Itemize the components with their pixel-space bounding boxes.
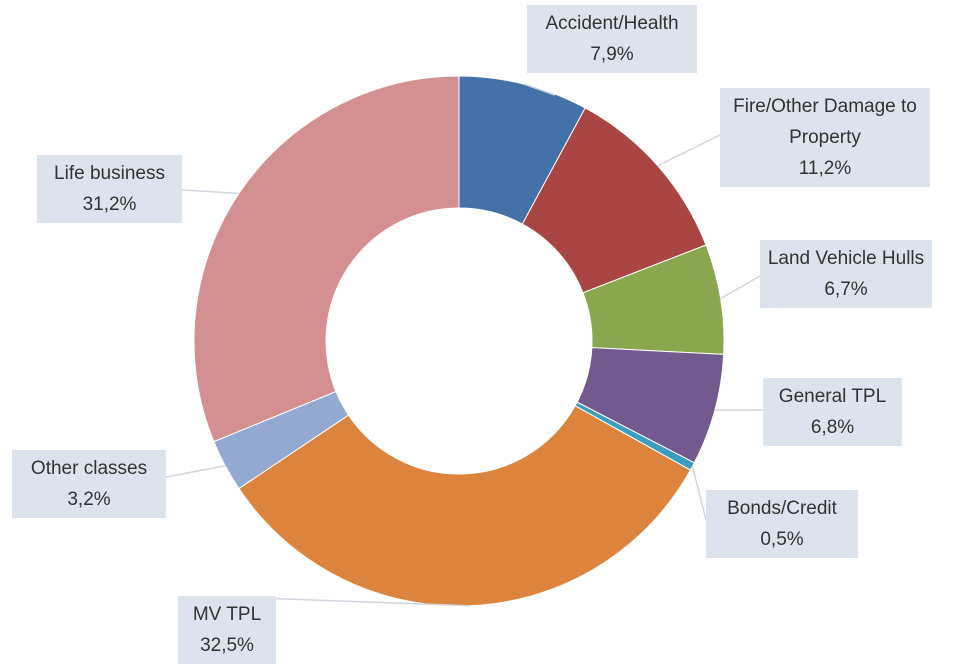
value-label: 31,2%	[43, 189, 176, 220]
leader-line	[658, 135, 720, 166]
category-label: Accident/Health	[533, 8, 691, 39]
category-label: General TPL	[769, 381, 896, 412]
category-label: MV TPL	[184, 599, 270, 630]
value-label: 7,9%	[533, 39, 691, 70]
value-label: 32,5%	[184, 630, 270, 661]
leader-line	[721, 276, 760, 299]
value-label: 11,2%	[726, 153, 924, 184]
leader-line	[166, 466, 225, 477]
value-label: 6,8%	[769, 412, 896, 443]
value-label: 0,5%	[712, 524, 852, 555]
category-label: Land Vehicle Hulls	[766, 243, 926, 274]
leader-line	[182, 190, 239, 193]
value-label: 3,2%	[18, 484, 160, 515]
category-label: Life business	[43, 158, 176, 189]
value-label: 6,7%	[766, 274, 926, 305]
donut-slice	[194, 76, 459, 442]
category-label: Other classes	[18, 453, 160, 484]
leader-line	[692, 466, 706, 520]
category-label: Bonds/Credit	[712, 493, 852, 524]
category-label: Fire/Other Damage to Property	[726, 91, 924, 153]
